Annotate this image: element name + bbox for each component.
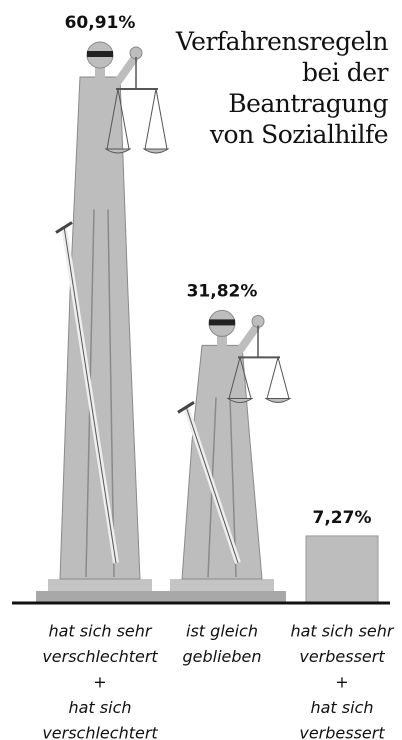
category-label: verschlechtert <box>42 724 158 740</box>
pedestal-top <box>48 579 152 591</box>
category-label: verbessert <box>299 647 385 666</box>
category-label: geblieben <box>182 647 261 666</box>
robe <box>181 344 263 580</box>
pedestal-top <box>170 579 274 591</box>
neck <box>217 331 227 348</box>
title-line: Verfahrensregeln <box>175 27 389 56</box>
statue <box>158 309 292 603</box>
category-label: hat sich <box>310 698 373 717</box>
fold <box>107 209 115 578</box>
statue <box>36 41 170 603</box>
category-label: + <box>93 673 106 692</box>
sword-guard <box>177 401 195 414</box>
sword-edge <box>63 226 117 564</box>
scale-bowl <box>264 398 292 404</box>
chart-title: Verfahrensregeln bei der Beantragung von So… <box>175 26 389 150</box>
category-label: hat sich sehr <box>290 622 394 641</box>
scale-bowl <box>226 398 254 404</box>
robe <box>59 76 141 580</box>
value-label: 60,91% <box>65 13 136 33</box>
value-label: 7,27% <box>313 508 372 528</box>
category-label: hat sich sehr <box>48 622 152 641</box>
blindfold <box>87 51 113 57</box>
pedestal <box>36 591 164 603</box>
scale-pan <box>144 88 168 150</box>
category-label: verschlechtert <box>42 647 158 666</box>
title-line: bei der <box>302 58 389 87</box>
title-line: von Sozialhilfe <box>209 120 389 149</box>
category-label: hat sich <box>68 698 131 717</box>
sword-edge <box>185 406 239 564</box>
neck <box>95 63 105 79</box>
scale-bowl <box>142 148 170 154</box>
category-label: + <box>335 673 348 692</box>
scale-pan <box>266 355 290 400</box>
arm <box>235 323 260 356</box>
title-line: Beantragung <box>228 89 388 118</box>
category-label: verbessert <box>299 724 385 740</box>
category-label: ist gleich <box>186 622 258 641</box>
value-label: 31,82% <box>187 281 258 301</box>
pedestal <box>158 591 286 603</box>
bar <box>305 535 379 604</box>
sword-guard <box>55 221 73 234</box>
blindfold <box>209 319 235 326</box>
arm <box>113 55 138 87</box>
scale-bowl <box>104 148 132 154</box>
